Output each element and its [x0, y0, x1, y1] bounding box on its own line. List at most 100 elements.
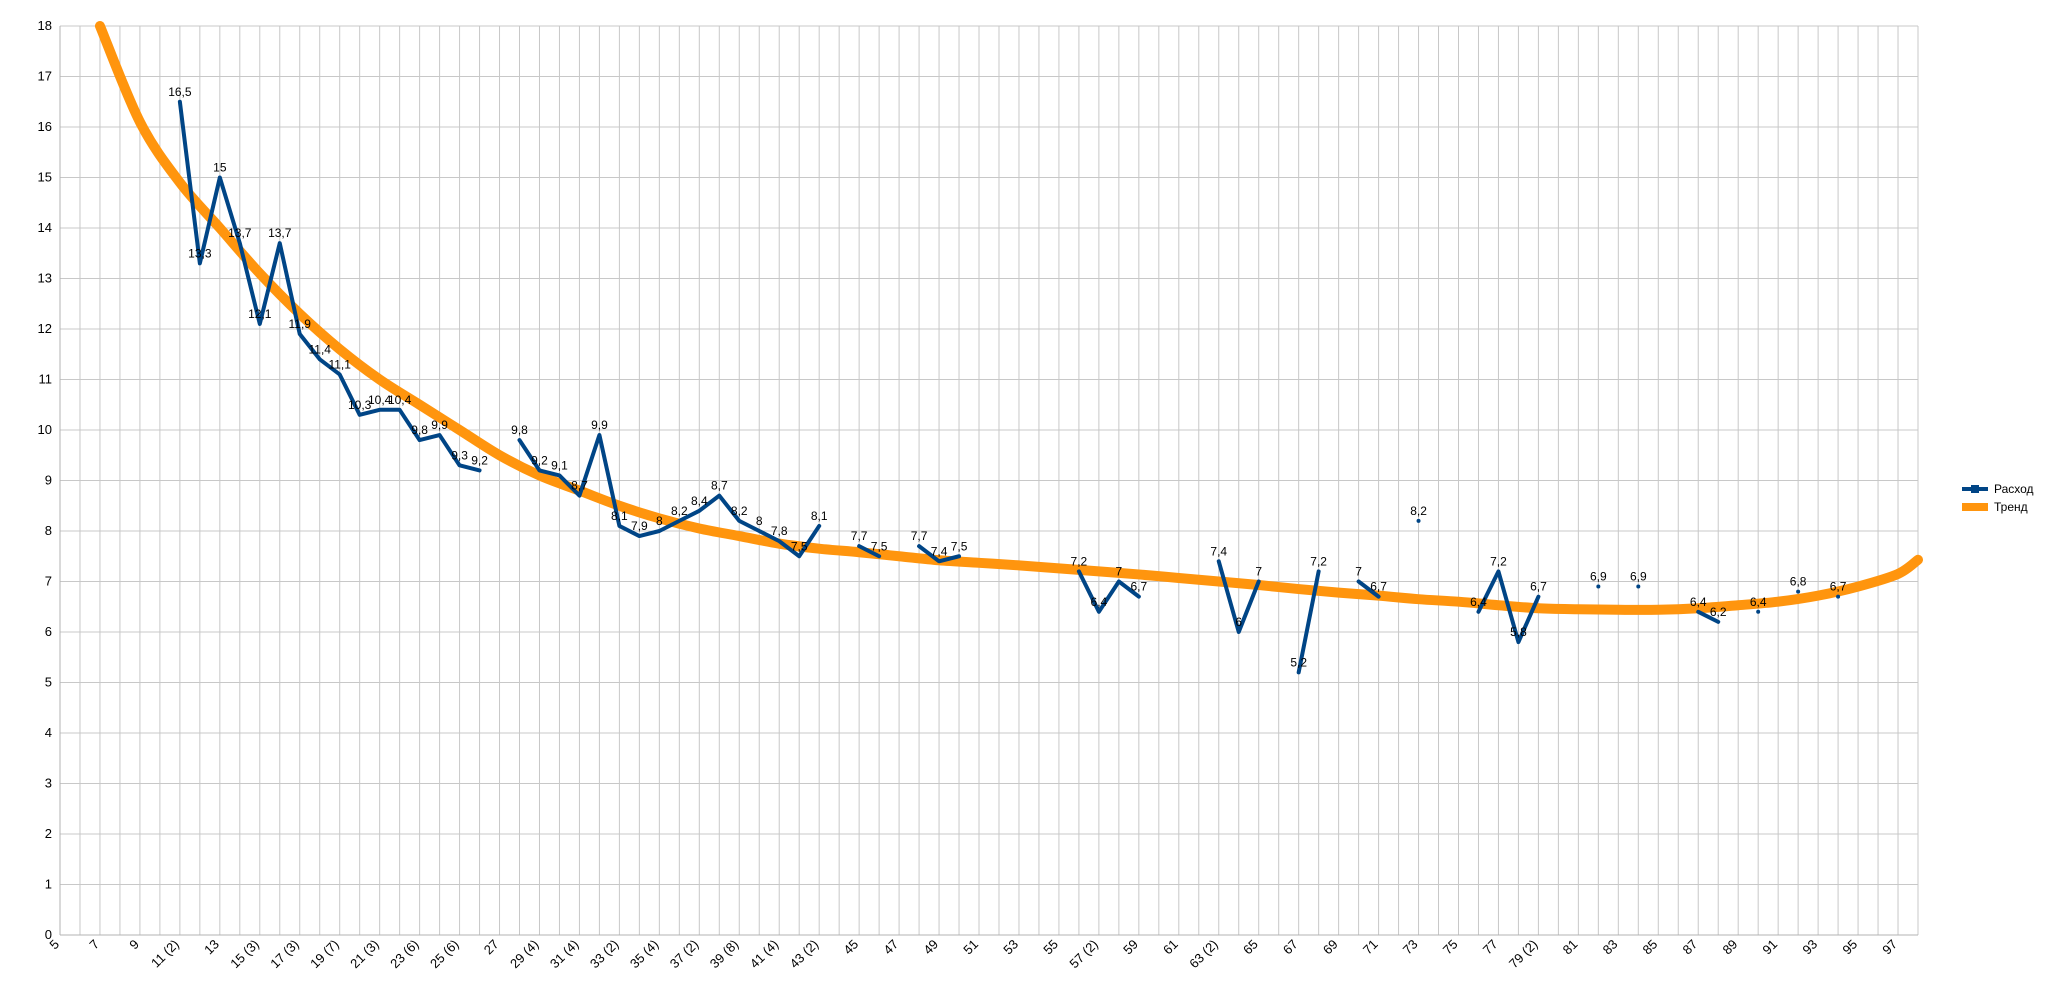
data-label: 6,9	[1590, 570, 1607, 584]
x-tick-label: 55	[1040, 937, 1061, 958]
series-line-segment	[1216, 559, 1261, 634]
data-label: 5,2	[1290, 655, 1307, 669]
expense-series	[177, 99, 1841, 675]
data-label: 8,7	[711, 479, 728, 493]
data-label: 7	[1355, 565, 1362, 579]
y-tick-label: 8	[45, 523, 52, 538]
data-label: 12,1	[248, 307, 272, 321]
x-tick-label: 43 (2)	[787, 937, 822, 972]
data-label: 8,4	[691, 494, 708, 508]
data-label: 13,7	[228, 226, 252, 240]
data-label: 9,8	[511, 423, 528, 437]
data-label: 6,4	[1690, 595, 1707, 609]
x-tick-label: 91	[1759, 937, 1780, 958]
x-tick-label: 79 (2)	[1506, 937, 1541, 972]
x-tick-label: 27	[481, 937, 502, 958]
data-label: 8,7	[571, 479, 588, 493]
x-tick-label: 23 (6)	[387, 937, 422, 972]
data-label: 7,5	[791, 539, 808, 553]
x-tick-label: 33 (2)	[587, 937, 622, 972]
data-label: 8,2	[1410, 504, 1427, 518]
x-tick-label: 31 (4)	[547, 937, 582, 972]
data-label: 10,4	[368, 393, 392, 407]
x-tick-label: 83	[1600, 937, 1621, 958]
legend: Расход Тренд	[1962, 480, 2034, 516]
x-tick-label: 17 (3)	[267, 937, 302, 972]
series-point	[1796, 589, 1801, 594]
data-label: 6,7	[1830, 580, 1847, 594]
data-label: 9,2	[531, 453, 548, 467]
data-label: 6,9	[1630, 570, 1647, 584]
trend-line	[94, 21, 1923, 615]
data-label: 7,5	[951, 539, 968, 553]
data-label: 6,8	[1790, 575, 1807, 589]
y-tick-label: 3	[45, 776, 52, 791]
series-line-segment	[917, 544, 962, 564]
data-label: 7,7	[851, 529, 868, 543]
y-tick-label: 7	[45, 574, 52, 589]
x-tick-label: 5	[46, 937, 62, 953]
data-label: 8	[756, 514, 763, 528]
data-label: 16,5	[168, 85, 192, 99]
data-label: 8,2	[731, 504, 748, 518]
data-label: 9,9	[431, 418, 448, 432]
data-label: 10,4	[388, 393, 412, 407]
x-tick-label: 47	[880, 937, 901, 958]
grid	[59, 25, 1919, 936]
trend-series	[94, 21, 1923, 615]
x-tick-label: 75	[1440, 937, 1461, 958]
data-label: 7,4	[1210, 544, 1227, 558]
x-tick-label: 93	[1799, 937, 1820, 958]
series-line-segment	[1696, 609, 1721, 624]
x-tick-label: 65	[1240, 937, 1261, 958]
y-tick-label: 5	[45, 675, 52, 690]
y-tick-label: 16	[38, 119, 52, 134]
x-tick-label: 59	[1120, 937, 1141, 958]
legend-swatch-trend	[1962, 503, 1988, 511]
data-labels: 16,513,31513,712,113,711,911,411,110,310…	[168, 85, 1847, 670]
series-point	[1636, 584, 1641, 589]
x-tick-label: 71	[1360, 937, 1381, 958]
x-tick-label: 63 (2)	[1186, 937, 1221, 972]
x-tick-label: 51	[960, 937, 981, 958]
data-label: 6,4	[1750, 595, 1767, 609]
data-label: 9,8	[411, 423, 428, 437]
y-tick-label: 15	[38, 170, 52, 185]
x-tick-label: 97	[1879, 937, 1900, 958]
x-tick-label: 95	[1839, 937, 1860, 958]
x-tick-label: 35 (4)	[627, 937, 662, 972]
data-label: 5,8	[1510, 625, 1527, 639]
x-tick-label: 49	[920, 937, 941, 958]
data-label: 6,4	[1470, 595, 1487, 609]
x-tick-label: 39 (8)	[707, 937, 742, 972]
data-label: 11,4	[308, 342, 331, 356]
data-label: 7,4	[931, 544, 948, 558]
data-label: 9,2	[471, 453, 488, 467]
y-tick-label: 18	[38, 18, 52, 33]
legend-label-expense: Расход	[1994, 482, 2034, 496]
data-label: 11,9	[289, 317, 312, 331]
y-tick-label: 6	[45, 624, 52, 639]
data-label: 8	[656, 514, 663, 528]
y-tick-label: 0	[45, 927, 52, 942]
data-label: 7,8	[771, 524, 788, 538]
data-label: 9,3	[451, 448, 468, 462]
series-point	[1596, 584, 1601, 589]
data-label: 8,2	[671, 504, 688, 518]
x-tick-label: 77	[1480, 937, 1501, 958]
x-tick-label: 45	[840, 937, 861, 958]
data-label: 9,9	[591, 418, 608, 432]
x-tick-label: 41 (4)	[747, 937, 782, 972]
data-label: 7,2	[1490, 554, 1507, 568]
series-line-segment	[1476, 569, 1541, 645]
data-label: 13,3	[188, 246, 212, 260]
x-tick-label: 9	[126, 937, 142, 953]
legend-label-trend: Тренд	[1994, 500, 2028, 514]
x-tick-label: 21 (3)	[347, 937, 382, 972]
y-tick-label: 4	[45, 725, 52, 740]
data-label: 6,4	[1091, 595, 1108, 609]
x-tick-label: 61	[1160, 937, 1181, 958]
x-tick-label: 15 (3)	[227, 937, 262, 972]
data-label: 7,9	[631, 519, 648, 533]
